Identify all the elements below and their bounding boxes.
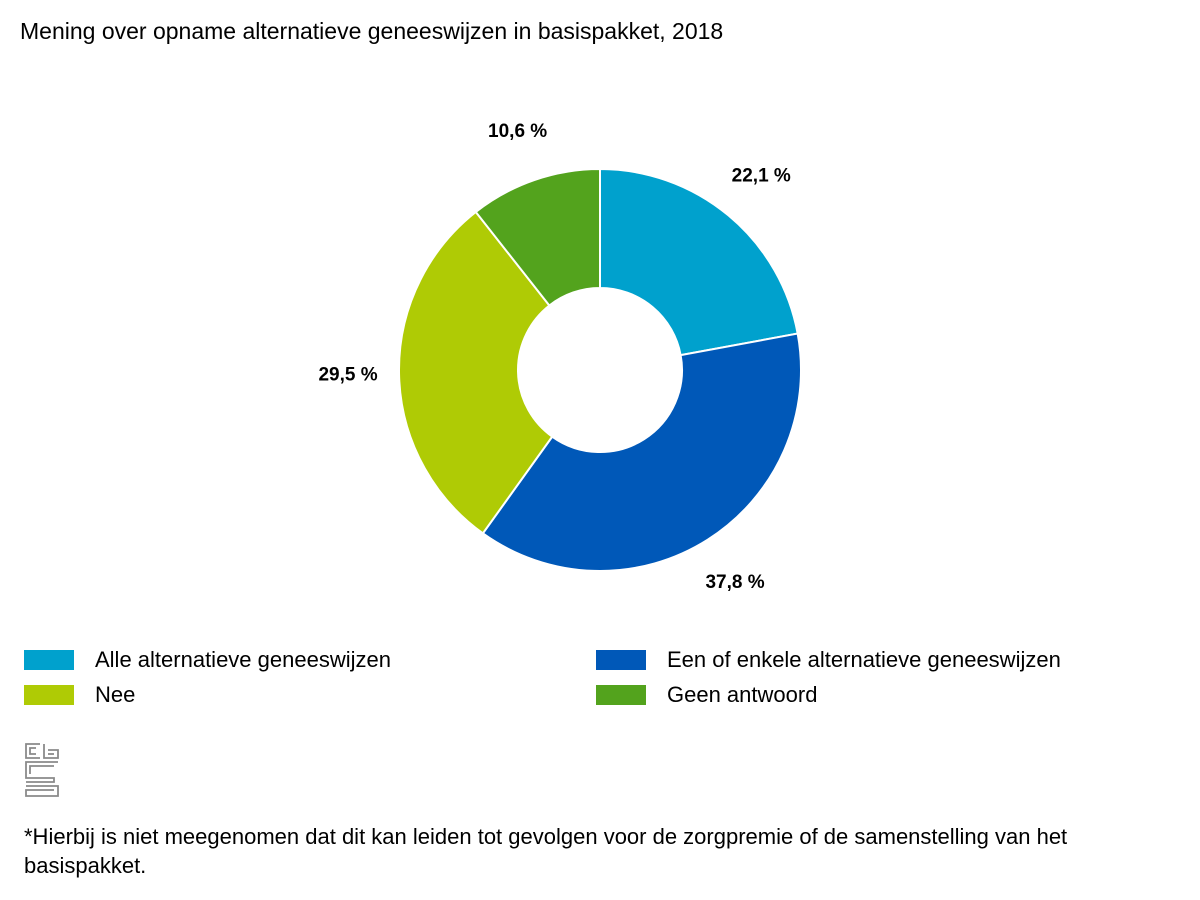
donut-slice (481, 332, 802, 572)
slice-value-label: 10,6 % (488, 121, 547, 142)
donut-slice (398, 210, 554, 535)
legend-label: Een of enkele alternatieve geneeswijzen (667, 647, 1061, 672)
legend-swatch (596, 650, 646, 670)
legend: Alle alternatieve geneeswijzen Een of en… (24, 646, 1174, 709)
donut-slice (599, 167, 799, 357)
slice-value-label: 22,1 % (732, 165, 791, 186)
legend-swatch (24, 685, 74, 705)
legend-item-nee: Nee (24, 681, 596, 709)
donut-chart: 22,1 % 37,8 % 29,5 % 10,6 % (318, 121, 802, 593)
legend-swatch (24, 650, 74, 670)
legend-label: Geen antwoord (667, 682, 818, 707)
legend-item-geen-antwoord: Geen antwoord (596, 681, 1156, 709)
chart-title: Mening over opname alternatieve geneeswi… (20, 18, 724, 44)
legend-label: Nee (95, 682, 136, 707)
legend-item-enkele: Een of enkele alternatieve geneeswijzen (596, 646, 1156, 674)
legend-label: Alle alternatieve geneeswijzen (95, 647, 391, 672)
slice-value-label: 29,5 % (318, 365, 377, 386)
slice-value-label: 37,8 % (705, 572, 764, 593)
legend-swatch (596, 685, 646, 705)
legend-item-alle: Alle alternatieve geneeswijzen (24, 646, 596, 674)
donut-slice (474, 167, 601, 307)
footnote: *Hierbij is niet meegenomen dat dit kan … (24, 824, 1068, 878)
cbs-logo-icon (25, 743, 59, 797)
